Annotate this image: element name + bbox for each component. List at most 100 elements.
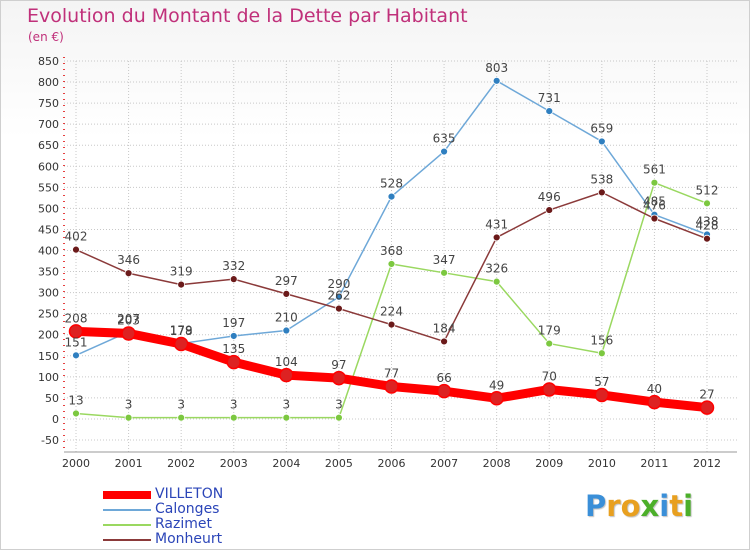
data-label-villeton: 27 bbox=[699, 388, 714, 402]
data-label-razimet: 3 bbox=[283, 398, 291, 412]
point-razimet bbox=[703, 199, 711, 208]
legend-swatch-villeton bbox=[103, 491, 151, 499]
data-label-calonges: 438 bbox=[696, 214, 719, 228]
data-label-villeton: 49 bbox=[489, 378, 504, 392]
data-label-monheurt: 496 bbox=[538, 190, 561, 204]
point-monheurt bbox=[335, 304, 343, 313]
data-label-calonges: 207 bbox=[117, 312, 140, 326]
y-tick-label: 800 bbox=[38, 76, 59, 89]
y-tick-label: 450 bbox=[38, 223, 59, 236]
point-monheurt bbox=[282, 289, 291, 298]
legend-label-calonges: Calonges bbox=[155, 501, 220, 517]
point-razimet bbox=[229, 413, 238, 422]
point-razimet bbox=[650, 178, 659, 187]
y-tick-label: 550 bbox=[38, 181, 59, 194]
x-tick-label: 2007 bbox=[430, 457, 458, 470]
point-monheurt bbox=[597, 188, 606, 197]
data-label-villeton: 203 bbox=[117, 313, 140, 327]
data-label-razimet: 347 bbox=[433, 253, 456, 267]
data-label-calonges: 151 bbox=[65, 335, 88, 349]
point-monheurt bbox=[650, 214, 659, 223]
data-label-calonges: 210 bbox=[275, 311, 298, 325]
logo-letter-p: P bbox=[585, 489, 607, 523]
point-villeton bbox=[436, 383, 452, 399]
x-tick-label: 2010 bbox=[588, 457, 616, 470]
proxiti-logo: Proxiti bbox=[585, 489, 693, 523]
logo-letter-r: r bbox=[606, 489, 621, 523]
data-label-razimet: 561 bbox=[643, 163, 666, 177]
x-tick-label: 2009 bbox=[535, 457, 563, 470]
data-label-calonges: 659 bbox=[590, 121, 613, 135]
y-tick-label: 350 bbox=[38, 266, 59, 279]
data-label-villeton: 178 bbox=[170, 324, 193, 338]
point-calonges bbox=[440, 147, 448, 156]
legend-swatch-monheurt bbox=[103, 539, 151, 541]
point-calonges bbox=[545, 107, 554, 116]
y-tick-label: 200 bbox=[38, 329, 59, 342]
point-calonges bbox=[597, 137, 606, 146]
y-tick-label: 150 bbox=[38, 350, 59, 363]
logo-letter-i: i bbox=[659, 489, 670, 523]
data-label-razimet: 3 bbox=[125, 398, 133, 412]
legend-label-villeton: VILLETON bbox=[155, 486, 224, 502]
point-razimet bbox=[387, 260, 396, 268]
data-label-monheurt: 184 bbox=[433, 321, 456, 335]
data-label-razimet: 512 bbox=[696, 183, 719, 197]
logo-letter-i2: i bbox=[683, 489, 694, 523]
point-monheurt bbox=[387, 320, 396, 329]
y-tick-label: 0 bbox=[52, 413, 59, 426]
x-tick-label: 2006 bbox=[378, 457, 406, 470]
x-tick-label: 2005 bbox=[325, 457, 353, 470]
data-label-villeton: 104 bbox=[275, 355, 298, 369]
data-label-razimet: 13 bbox=[68, 393, 83, 407]
point-villeton bbox=[121, 326, 136, 341]
point-villeton bbox=[226, 354, 241, 370]
data-label-monheurt: 262 bbox=[327, 289, 350, 303]
legend-swatch-razimet bbox=[103, 524, 151, 526]
point-villeton bbox=[279, 367, 294, 383]
point-razimet bbox=[282, 413, 291, 422]
data-label-calonges: 528 bbox=[380, 177, 403, 191]
data-label-monheurt: 538 bbox=[590, 172, 613, 186]
point-razimet bbox=[545, 339, 554, 348]
data-label-razimet: 326 bbox=[485, 262, 508, 276]
data-label-villeton: 97 bbox=[331, 358, 346, 372]
point-villeton bbox=[173, 336, 189, 352]
x-tick-label: 2004 bbox=[272, 457, 300, 470]
data-label-razimet: 368 bbox=[380, 244, 403, 258]
point-calonges bbox=[72, 351, 80, 360]
data-label-monheurt: 428 bbox=[696, 219, 719, 233]
point-monheurt bbox=[124, 269, 133, 278]
legend-label-monheurt: Monheurt bbox=[155, 531, 223, 547]
data-label-villeton: 57 bbox=[594, 375, 609, 389]
data-label-razimet: 3 bbox=[335, 398, 343, 412]
legend-label-razimet: Razimet bbox=[155, 516, 212, 532]
data-label-villeton: 208 bbox=[65, 311, 88, 325]
data-label-calonges: 803 bbox=[485, 61, 508, 75]
data-label-calonges: 635 bbox=[433, 132, 456, 146]
data-label-calonges: 485 bbox=[643, 195, 666, 209]
data-label-monheurt: 319 bbox=[170, 265, 193, 279]
y-tick-label: 50 bbox=[45, 392, 59, 405]
y-tick-label: 100 bbox=[38, 371, 59, 384]
point-calonges bbox=[282, 326, 291, 335]
data-label-monheurt: 297 bbox=[275, 274, 298, 288]
point-calonges bbox=[492, 76, 501, 85]
data-label-villeton: 40 bbox=[647, 382, 662, 396]
logo-letter-o: o bbox=[620, 489, 641, 523]
point-villeton bbox=[542, 382, 557, 397]
data-label-calonges: 731 bbox=[538, 91, 561, 105]
data-label-villeton: 135 bbox=[222, 342, 245, 356]
x-tick-label: 2003 bbox=[220, 457, 248, 470]
x-tick-label: 2002 bbox=[167, 457, 195, 470]
point-villeton bbox=[68, 324, 84, 339]
point-monheurt bbox=[545, 206, 554, 214]
point-monheurt bbox=[440, 337, 448, 346]
data-label-villeton: 66 bbox=[436, 371, 451, 385]
y-tick-label: 700 bbox=[38, 118, 59, 131]
logo-letter-x: x bbox=[640, 489, 660, 523]
point-calonges bbox=[229, 332, 238, 340]
data-label-villeton: 77 bbox=[384, 367, 399, 381]
data-label-monheurt: 476 bbox=[643, 198, 666, 212]
